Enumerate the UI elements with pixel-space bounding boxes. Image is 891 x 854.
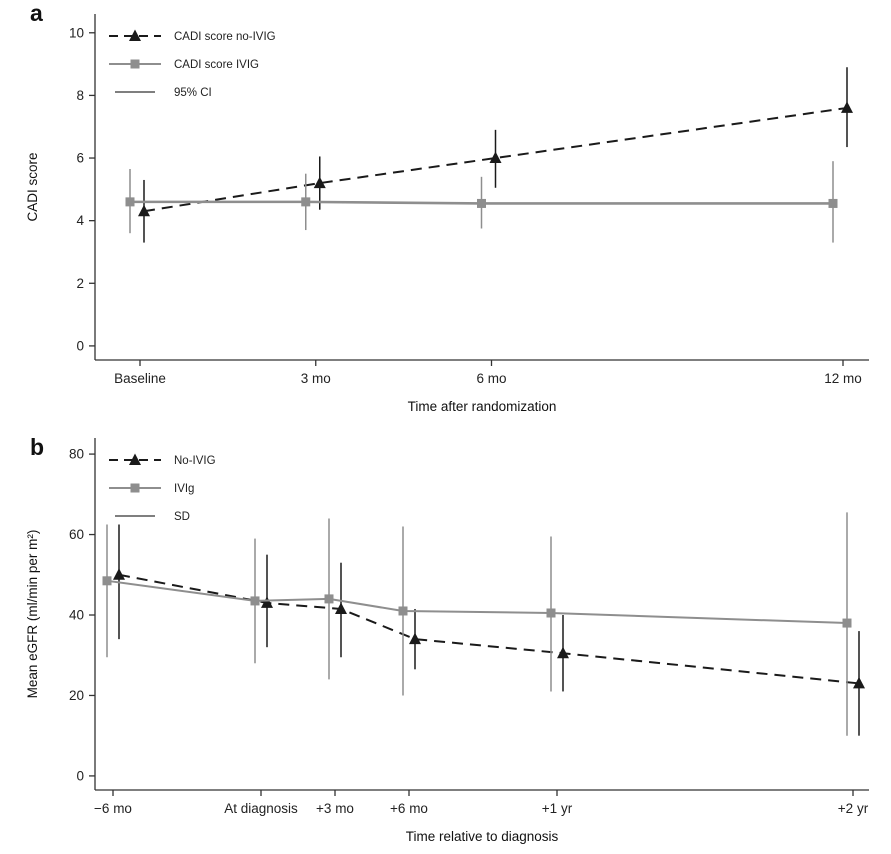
triangle-marker (261, 596, 273, 608)
triangle-marker (489, 151, 502, 164)
y-tick-label: 6 (76, 151, 84, 166)
x-tick-label: +2 yr (838, 801, 869, 816)
y-tick-label: 0 (76, 768, 84, 783)
x-axis-title: Time after randomization (408, 399, 557, 414)
cadi-score-chart: 0 2 4 6 8 10 Baseline 3 mo 6 mo 12 mo Time after r… (25, 14, 869, 414)
x-tick-label: 3 mo (301, 371, 331, 386)
legend-label: IVIg (174, 483, 194, 495)
y-axis-title: Mean eGFR (ml/min per m²) (25, 530, 40, 699)
y-tick-label: 10 (69, 25, 84, 40)
x-tick-label: +6 mo (390, 801, 428, 816)
axes (94, 438, 869, 791)
square-marker (130, 59, 140, 69)
y-tick-label: 2 (76, 276, 84, 291)
y-tick-label: 60 (69, 527, 84, 542)
panel-a-label: a (30, 0, 43, 26)
series-line (118, 573, 860, 685)
legend: No-IVIG IVIg SD (109, 453, 216, 523)
triangle-marker (409, 632, 421, 645)
triangle-marker (138, 204, 150, 217)
square-marker (828, 198, 838, 208)
square-marker (125, 197, 135, 207)
y-axis-title: CADI score (25, 152, 40, 221)
series-line (130, 200, 833, 205)
x-tick-label: +3 mo (316, 801, 354, 816)
square-marker (546, 608, 556, 618)
triangle-marker (557, 646, 569, 659)
x-tick-label: 6 mo (476, 371, 506, 386)
x-tick-label: −6 mo (94, 801, 132, 816)
x-tick-label: 12 mo (824, 371, 862, 386)
triangle-marker (129, 29, 141, 41)
series-0-group (138, 67, 853, 243)
square-marker (250, 596, 260, 606)
triangle-marker (313, 176, 326, 189)
x-axis-title: Time relative to diagnosis (406, 829, 559, 844)
series-1-group (125, 161, 838, 243)
legend-label: CADI score no-IVIG (174, 31, 276, 43)
y-tick-labels: 0 2 4 6 8 10 (69, 25, 95, 353)
triangle-marker (853, 676, 865, 689)
x-tick-label: +1 yr (542, 801, 573, 816)
series-0-group (113, 524, 865, 736)
square-marker (842, 618, 852, 628)
triangle-marker (113, 568, 125, 580)
legend-label: No-IVIG (174, 455, 216, 467)
square-marker (477, 198, 486, 208)
square-marker (398, 606, 408, 616)
y-tick-label: 0 (76, 338, 84, 353)
x-tick-labels: Baseline 3 mo 6 mo 12 mo (114, 360, 862, 386)
x-tick-label: At diagnosis (224, 801, 298, 816)
egfr-chart: 0 20 40 60 80 −6 mo At diagnosis +3 mo +6 mo +1 y… (25, 438, 869, 844)
series-line (106, 579, 848, 625)
y-tick-label: 8 (76, 88, 84, 103)
square-marker (301, 197, 311, 207)
legend-label: 95% CI (174, 87, 212, 99)
y-tick-labels: 0 20 40 60 80 (69, 447, 95, 783)
legend: CADI score no-IVIG CADI score IVIG 95% CI (109, 29, 276, 99)
triangle-marker (335, 602, 347, 614)
panel-b: b 0 20 40 60 80 −6 mo At diagnosis +3 mo +6 mo +1… (0, 424, 891, 854)
x-tick-label: Baseline (114, 371, 166, 386)
y-tick-label: 20 (69, 688, 84, 703)
panel-a: a 0 2 4 6 8 10 Baseline 3 mo 6 mo 12 mo Time after… (0, 0, 891, 424)
legend-label: SD (174, 511, 190, 523)
square-marker (102, 576, 112, 586)
square-marker (324, 594, 334, 604)
y-tick-label: 40 (69, 608, 84, 623)
legend-label: CADI score IVIG (174, 59, 259, 71)
square-marker (130, 483, 140, 493)
series-1-group (102, 512, 852, 736)
panel-b-label: b (30, 434, 45, 460)
triangle-marker (841, 101, 853, 113)
y-tick-label: 80 (69, 447, 84, 462)
x-tick-labels: −6 mo At diagnosis +3 mo +6 mo +1 yr +2 yr (94, 790, 869, 816)
y-tick-label: 4 (76, 213, 84, 228)
axes (94, 14, 869, 361)
triangle-marker (129, 453, 141, 465)
